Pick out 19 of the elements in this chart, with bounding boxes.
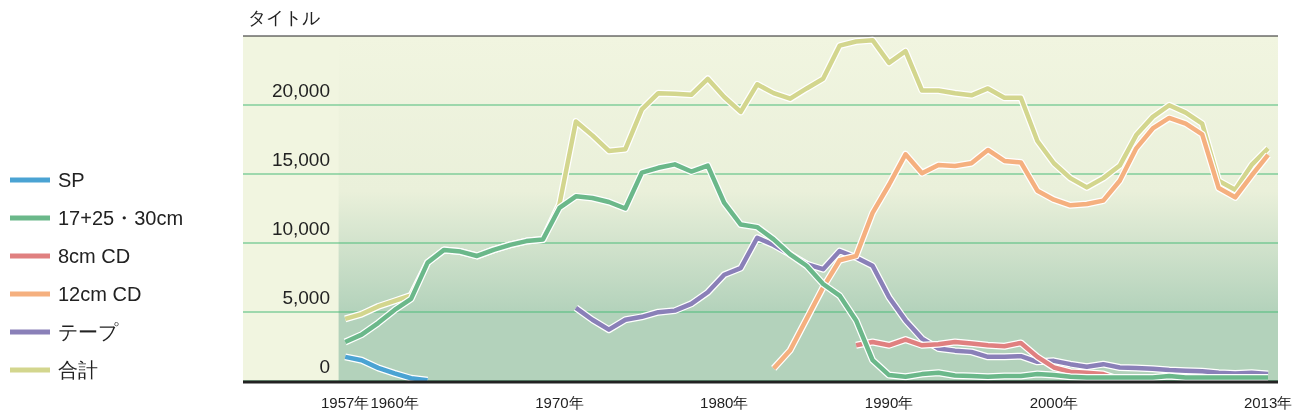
x-tick-label: 1980年: [700, 394, 749, 411]
legend-label: SP: [58, 169, 85, 191]
y-tick-label: 10,000: [271, 218, 330, 239]
legend-label: テープ: [58, 321, 119, 343]
x-tick-label: 1957年: [320, 394, 370, 411]
x-tick-label: 1970年: [535, 394, 584, 411]
y-tick-label: 20,000: [271, 80, 330, 101]
y-tick-label: 15,000: [271, 149, 330, 170]
legend-label: 17+25・30cm: [58, 207, 184, 229]
x-tick-label: 1990年: [864, 394, 914, 411]
legend-label: 12cm CD: [58, 283, 142, 305]
legend-label: 合計: [58, 359, 98, 381]
x-tick-label: 1960年: [370, 394, 419, 411]
x-tick-label: 2000年: [1029, 394, 1079, 411]
legend-label: 8cm CD: [58, 245, 131, 267]
y-tick-label: 0: [319, 356, 330, 377]
x-tick-label: 2013年: [1243, 394, 1293, 411]
y-axis-title: タイトル: [248, 8, 320, 28]
y-tick-label: 5,000: [282, 287, 330, 308]
